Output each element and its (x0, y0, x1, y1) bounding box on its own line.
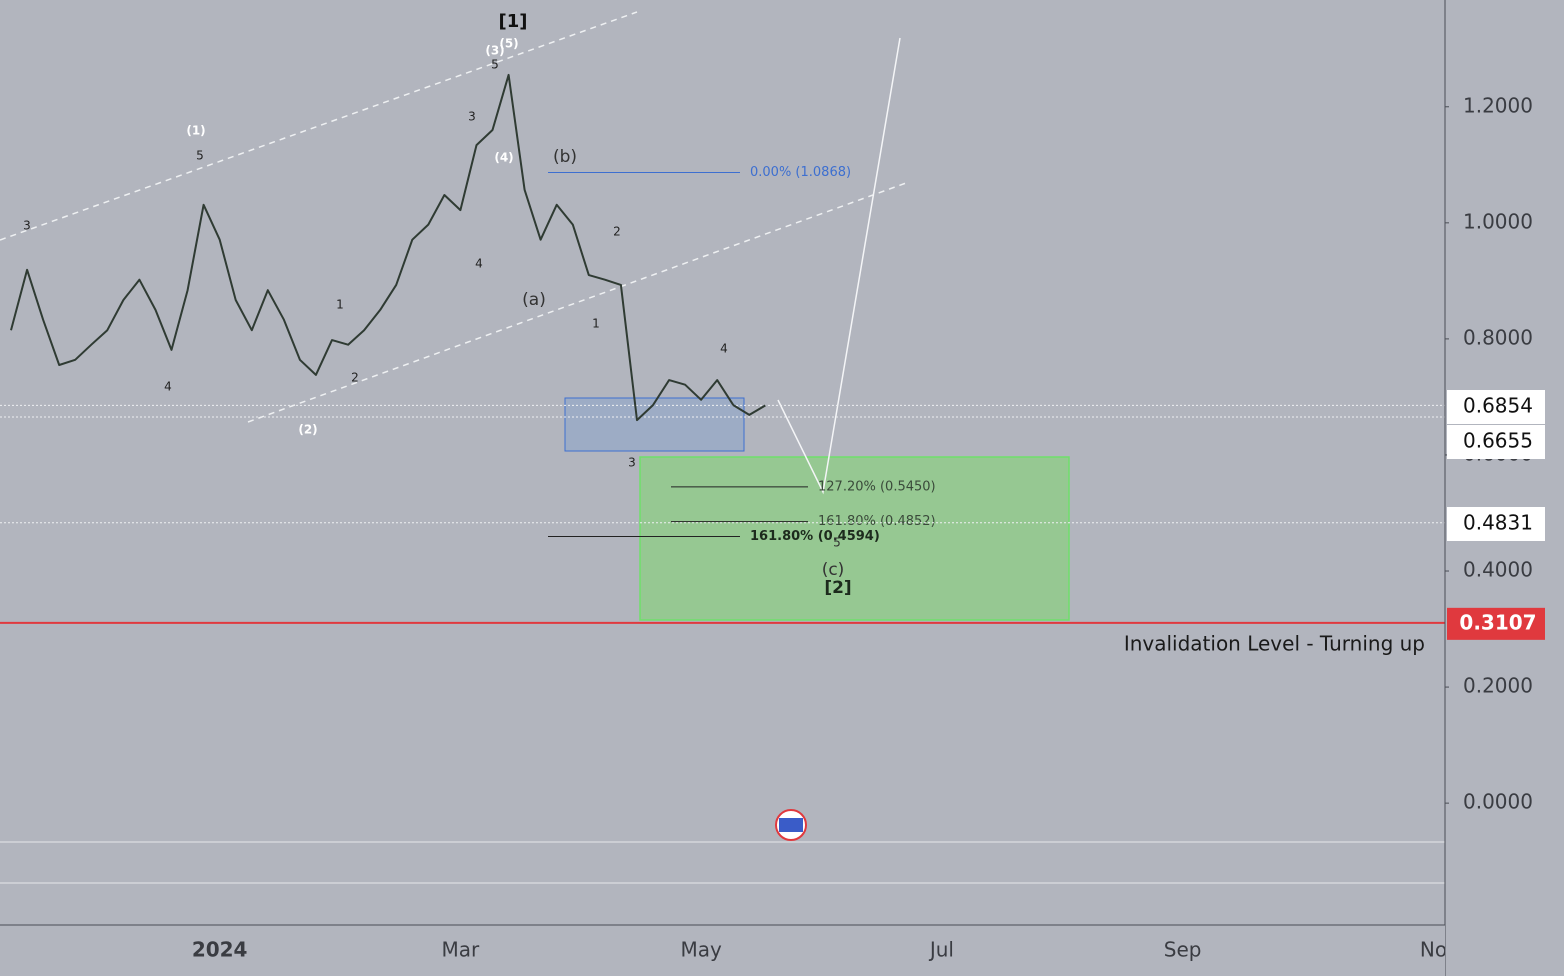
price-badge (1447, 425, 1545, 459)
x-tick-label: 2024 (192, 938, 248, 962)
y-tick-label: 1.0000 (1463, 209, 1533, 233)
price-badge (1447, 607, 1545, 640)
x-tick-label: Jul (928, 938, 954, 962)
fib-label: 161.80% (0.4852) (818, 514, 936, 529)
event-flag (779, 818, 803, 832)
wave-label: [2] (824, 578, 851, 598)
x-axis-labels: 2024 Mar May Jul Sep Nov (192, 938, 1459, 962)
wave-label: 5 (491, 58, 499, 72)
wave-label: (b) (553, 147, 577, 167)
fib-label: 127.20% (0.5450) (818, 479, 936, 494)
time-axis (0, 925, 1445, 976)
projection-path (777, 37, 901, 495)
wave-label: (3) (485, 44, 504, 58)
y-tick-label: 1.2000 (1463, 93, 1533, 117)
x-tick-label: Sep (1164, 938, 1202, 962)
price-badge (1447, 390, 1545, 424)
x-tick-label: May (680, 938, 722, 962)
price-badge-label: 0.4831 (1463, 511, 1533, 535)
price-badge-label: 0.3107 (1459, 610, 1536, 634)
wave-label: 3 (468, 110, 476, 124)
channel-line (0, 11, 638, 241)
price-badge-label: 0.6854 (1463, 394, 1533, 418)
wave-label: 4 (475, 257, 483, 271)
support-zone (564, 397, 745, 452)
wave-label: 3 (23, 219, 31, 233)
wave-label: 1 (336, 298, 344, 312)
wave-label: (a) (522, 290, 546, 310)
y-tick-label: 0.4000 (1463, 558, 1533, 582)
wave-label: 2 (613, 225, 621, 239)
x-tick-label: Nov (1420, 938, 1459, 962)
invalidation-text: Invalidation Level - Turning up (1124, 631, 1425, 655)
price-badge (1447, 507, 1545, 541)
channel-line (247, 182, 907, 423)
wave-label: (4) (494, 151, 513, 165)
wave-label: (c) (822, 560, 845, 580)
y-tick-label: 0.0000 (1463, 790, 1533, 814)
target-zone (639, 456, 1070, 621)
price-series (10, 73, 766, 422)
wave-label: 1 (592, 317, 600, 331)
wave-label: 5 (833, 536, 841, 550)
axes: 0.00000.20000.40000.60000.80001.00001.20… (192, 93, 1545, 962)
marks: 0.00% (1.0868) 127.20% (0.5450) 161.80% (0… (0, 11, 1445, 655)
x-tick-label: Mar (442, 938, 481, 962)
y-tick-label: 0.8000 (1463, 325, 1533, 349)
fib-label: 161.80% (0.4594) (750, 529, 880, 544)
wave-label: 4 (164, 380, 172, 394)
wave-label: 2 (351, 371, 359, 385)
wave-label: (1) (186, 124, 205, 138)
wave-label: 4 (720, 342, 728, 356)
wave-label: (2) (298, 423, 317, 437)
wave-label: [1] (499, 11, 528, 32)
price-badge-label: 0.6655 (1463, 429, 1533, 453)
fib-label: 0.00% (1.0868) (750, 165, 851, 180)
price-axis (1445, 0, 1564, 976)
wave-label: 3 (628, 456, 636, 470)
y-tick-label: 0.2000 (1463, 674, 1533, 698)
wave-label: 5 (196, 149, 204, 163)
wave-label: (5) (499, 37, 518, 51)
